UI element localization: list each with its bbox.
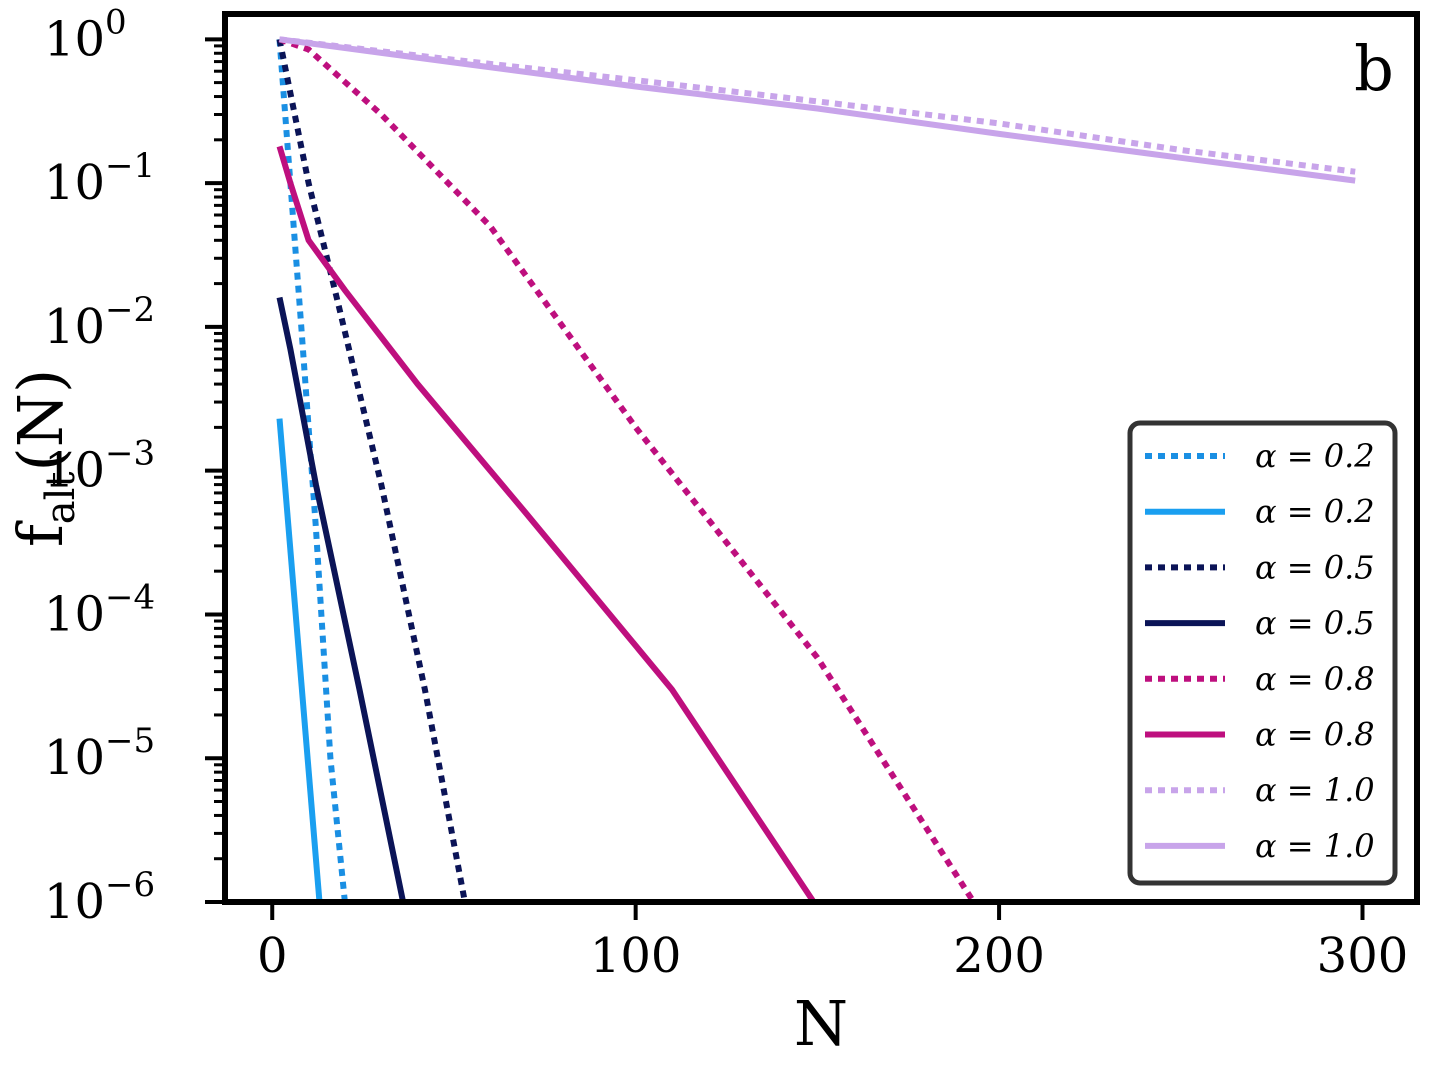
series-line-5 (276, 145, 817, 904)
series-line-7 (279, 36, 1356, 184)
legend: α = 0.2 α = 0.2 α = 0.5 α = 0.5 α = 0.8 α = 0… (1127, 420, 1398, 886)
series-line-4 (278, 36, 977, 904)
x-tick-label-0: 0 (257, 928, 288, 984)
y-tick-label-0: 10 (44, 11, 105, 67)
series-line-3 (276, 296, 407, 903)
legend-box (1127, 420, 1398, 886)
legend-label-6: α = 1.0 (1255, 771, 1375, 809)
series-line-1 (276, 418, 323, 903)
axes-frame (222, 11, 1420, 905)
y-axis-label-tail: (N) (4, 369, 77, 472)
x-tick-label-3: 300 (1317, 928, 1409, 984)
series-line-2 (276, 38, 468, 903)
y-tick-label-1: 10 (44, 155, 105, 211)
y-tick-exponent-1: −1 (105, 146, 155, 186)
legend-label-0: α = 0.2 (1255, 437, 1375, 475)
y-tick-exponent-4: −4 (105, 577, 155, 617)
legend-label-7: α = 1.0 (1255, 827, 1375, 865)
legend-label-1: α = 0.2 (1255, 493, 1375, 531)
y-tick-label-3: 10 (44, 443, 105, 499)
y-tick-exponent-0: 0 (105, 2, 127, 42)
y-tick-exponent-5: −5 (105, 721, 155, 761)
x-tick-label-2: 200 (953, 928, 1045, 984)
y-axis-label: falt(N) (4, 369, 84, 547)
panel-label: b (1354, 32, 1394, 105)
x-axis-label: N (794, 987, 848, 1060)
series-line-0 (276, 39, 348, 903)
y-tick-label-5: 10 (44, 730, 105, 786)
legend-label-3: α = 0.5 (1255, 604, 1375, 642)
legend-label-4: α = 0.8 (1255, 660, 1375, 698)
y-tick-label-2: 10 (44, 299, 105, 355)
legend-label-2: α = 0.5 (1255, 548, 1375, 586)
y-tick-exponent-3: −3 (105, 434, 155, 474)
y-tick-exponent-2: −2 (105, 290, 155, 330)
y-tick-label-4: 10 (44, 586, 105, 642)
legend-label-5: α = 0.8 (1255, 716, 1375, 754)
series-layer (276, 36, 1356, 904)
x-tick-label-1: 100 (590, 928, 682, 984)
y-tick-exponent-6: −6 (105, 865, 155, 905)
y-axis-label-main: f (4, 520, 77, 547)
y-tick-label-6: 10 (44, 874, 105, 930)
y-axis-label-sub: alt (38, 471, 84, 524)
